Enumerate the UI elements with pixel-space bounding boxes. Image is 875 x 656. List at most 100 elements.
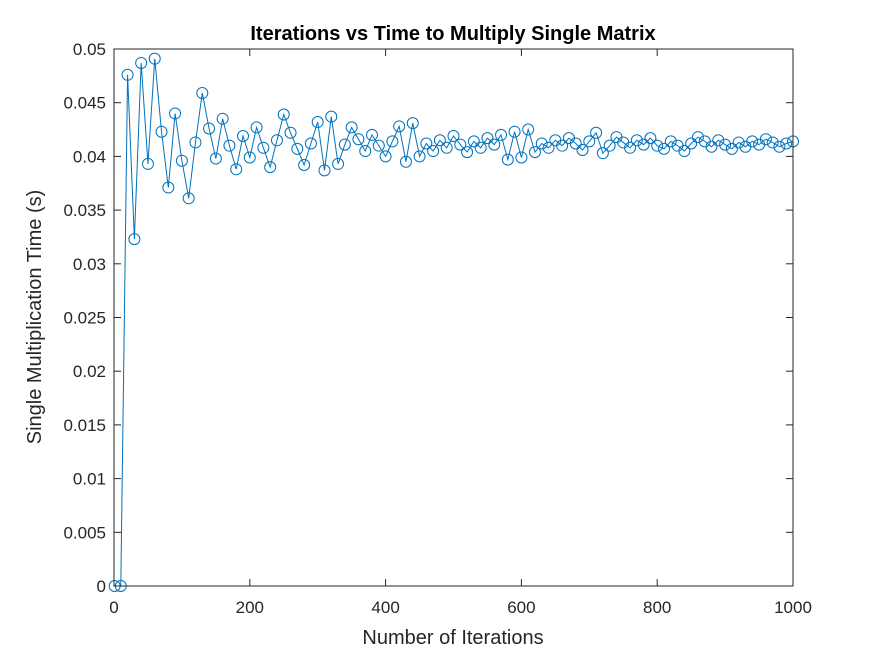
data-point [461, 146, 474, 159]
data-point [257, 141, 270, 154]
y-tick-label: 0.03 [73, 255, 106, 274]
data-point [291, 142, 304, 155]
chart-title: Iterations vs Time to Multiply Single Ma… [250, 23, 655, 45]
data-point [664, 135, 677, 148]
data-point [644, 132, 657, 145]
data-point [284, 126, 297, 139]
data-point [277, 108, 290, 121]
data-point [325, 110, 338, 123]
data-point [746, 135, 759, 148]
data-point [243, 151, 256, 164]
data-point [304, 137, 317, 150]
data-point [141, 157, 154, 170]
data-point [732, 136, 745, 149]
data-point [209, 152, 222, 165]
data-point [522, 123, 535, 136]
data-point [488, 138, 501, 151]
data-point [298, 158, 311, 171]
data-point [121, 68, 134, 81]
x-tick-label: 600 [507, 598, 535, 617]
data-point [528, 146, 541, 159]
y-tick-label: 0.005 [63, 523, 106, 542]
y-tick-label: 0.035 [63, 201, 106, 220]
data-point [230, 163, 243, 176]
x-axis-label: Number of Iterations [362, 627, 543, 649]
data-point [773, 140, 786, 153]
data-point [637, 138, 650, 151]
data-point [223, 139, 236, 152]
data-point [345, 121, 358, 134]
data-point [583, 135, 596, 148]
y-tick-label: 0 [97, 577, 106, 596]
data-point [270, 134, 283, 147]
data-point [216, 112, 229, 125]
data-point [162, 181, 175, 194]
y-tick-label: 0.01 [73, 470, 106, 489]
data-point [311, 116, 324, 129]
plot-area [114, 49, 793, 586]
data-point [467, 135, 480, 148]
data-point [318, 164, 331, 177]
y-tick-label: 0.02 [73, 362, 106, 381]
data-point [189, 136, 202, 149]
data-point [332, 157, 345, 170]
data-point [175, 154, 188, 167]
data-point [366, 128, 379, 141]
data-point [433, 134, 446, 147]
data-point [759, 133, 772, 146]
data-point [685, 137, 698, 150]
data-point [630, 134, 643, 147]
data-point [379, 150, 392, 163]
data-point [725, 142, 738, 155]
data-point [196, 87, 209, 100]
data-point [691, 131, 704, 144]
data-point [678, 145, 691, 158]
data-point [495, 128, 508, 141]
data-point [766, 136, 779, 149]
data-point [535, 137, 548, 150]
data-point [624, 141, 637, 154]
data-point [542, 141, 555, 154]
data-point [603, 139, 616, 152]
data-point [705, 140, 718, 153]
y-axis-label: Single Multiplication Time (s) [24, 190, 46, 445]
data-point [719, 138, 732, 151]
data-point [569, 137, 582, 150]
data-point [203, 122, 216, 135]
y-tick-label: 0.04 [73, 147, 106, 166]
data-point [182, 192, 195, 205]
data-point [454, 138, 467, 151]
x-axis-ticks: 0 200 400 600 800 1000 [109, 49, 812, 617]
data-point [406, 117, 419, 130]
data-point [481, 132, 494, 145]
y-tick-label: 0.05 [73, 40, 106, 59]
data-point [508, 125, 521, 138]
data-point [657, 142, 670, 155]
data-point [590, 126, 603, 139]
data-point [501, 153, 514, 166]
x-tick-label: 0 [109, 598, 118, 617]
data-point [447, 129, 460, 142]
data-point [352, 133, 365, 146]
data-point [474, 141, 487, 154]
data-point [556, 139, 569, 152]
data-point [515, 151, 528, 164]
data-marks [108, 52, 799, 592]
data-point [264, 161, 277, 174]
y-tick-label: 0.045 [63, 94, 106, 113]
data-point [359, 145, 372, 158]
data-point [780, 137, 793, 150]
data-point [427, 145, 440, 158]
y-axis-ticks: 0 0.005 0.01 0.015 0.02 0.025 0.03 0.035 0.04 0.0… [63, 40, 793, 596]
x-tick-label: 400 [371, 598, 399, 617]
data-point [386, 135, 399, 148]
data-point [413, 150, 426, 163]
data-point [148, 52, 161, 65]
x-tick-label: 200 [236, 598, 264, 617]
y-tick-label: 0.015 [63, 416, 106, 435]
y-tick-label: 0.025 [63, 309, 106, 328]
data-point [596, 147, 609, 160]
data-point [155, 125, 168, 138]
